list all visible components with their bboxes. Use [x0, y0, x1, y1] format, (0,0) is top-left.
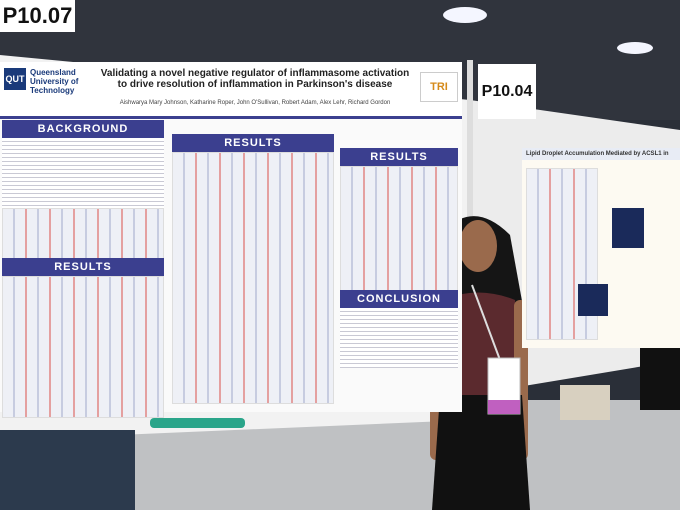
ceiling-light	[617, 42, 653, 54]
poster-header: QUT Queensland University of Technology …	[0, 62, 462, 119]
institution: Queensland University of Technology	[30, 68, 79, 95]
face	[459, 220, 497, 272]
ceiling-light	[443, 7, 487, 23]
visitor-legs	[0, 430, 135, 510]
section: BACKGROUND	[2, 120, 164, 270]
neighbor-poster: Lipid Droplet Accumulation Mediated by A…	[522, 148, 680, 348]
authors: Aishwarya Mary Johnson, Katharine Roper,…	[119, 100, 391, 106]
section: RESULTS	[172, 134, 334, 404]
neighbor-title: Lipid Droplet Accumulation Mediated by A…	[522, 148, 680, 160]
poster-title: Validating a novel negative regulator of…	[100, 68, 410, 90]
badge-stripe	[488, 400, 520, 414]
section-heading: BACKGROUND	[2, 120, 164, 138]
logo: QUT	[4, 68, 26, 90]
poster: QUT Queensland University of Technology …	[0, 62, 462, 418]
section: RESULTS	[2, 258, 164, 418]
section-heading: RESULTS	[2, 258, 164, 276]
section-heading: RESULTS	[340, 148, 458, 166]
section-text	[340, 308, 458, 368]
pants	[432, 395, 530, 510]
badge-logo: TRI	[420, 72, 458, 102]
figure	[578, 284, 608, 316]
figure	[172, 152, 334, 404]
section: CONCLUSION	[340, 290, 458, 368]
floor-object	[150, 418, 245, 428]
section-heading: CONCLUSION	[340, 290, 458, 308]
figure	[2, 276, 164, 418]
board-number: P10.04	[478, 64, 536, 119]
figure	[612, 208, 644, 248]
board-number: P10.07	[0, 0, 75, 32]
lanyard	[471, 284, 501, 361]
section-text	[2, 138, 164, 208]
section: RESULTS	[340, 148, 458, 293]
figure	[340, 166, 458, 293]
section-heading: RESULTS	[172, 134, 334, 152]
visitor-legs	[560, 385, 610, 420]
